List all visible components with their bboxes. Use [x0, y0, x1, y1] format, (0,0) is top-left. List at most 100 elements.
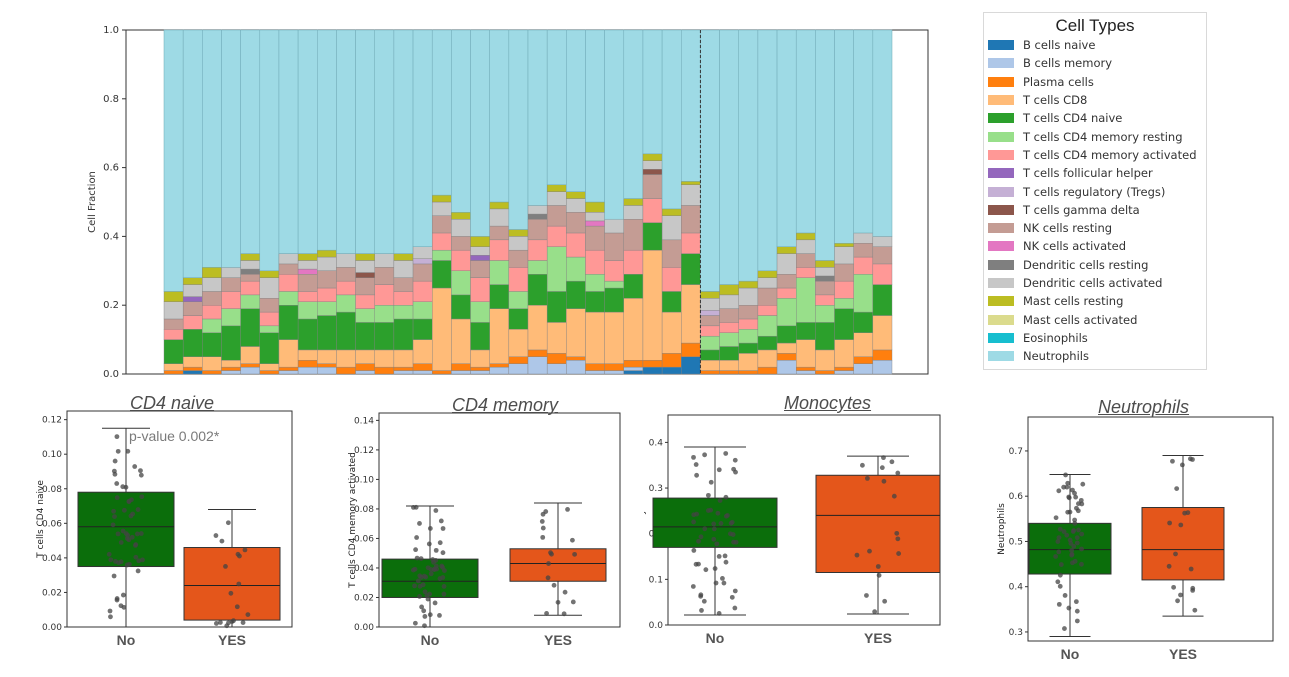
- data-point: [733, 539, 739, 545]
- bar-segment: [336, 267, 356, 282]
- data-point: [1071, 528, 1077, 533]
- bar-segment: [489, 284, 510, 309]
- data-point: [418, 556, 424, 561]
- bar-segment: [566, 360, 586, 375]
- bar-segment: [623, 249, 644, 275]
- bar-segment: [336, 294, 356, 313]
- bar-segment: [834, 308, 854, 340]
- y-tick-label: 0.1: [649, 575, 663, 585]
- data-point: [240, 620, 246, 626]
- bar-segment: [719, 332, 739, 347]
- bar-segment: [374, 267, 395, 285]
- data-point: [1061, 529, 1067, 535]
- bar-segment: [623, 198, 644, 206]
- data-point: [1170, 458, 1175, 464]
- data-point: [421, 608, 427, 614]
- bar-segment: [776, 353, 797, 361]
- data-point: [693, 462, 699, 467]
- bar-segment: [642, 249, 663, 361]
- bar-segment: [546, 353, 567, 364]
- bar-segment: [451, 270, 471, 296]
- bar-segment: [604, 363, 624, 371]
- bar-segment: [527, 205, 548, 215]
- bar-segment: [681, 29, 701, 182]
- data-point: [120, 484, 126, 490]
- bar-segment: [795, 29, 816, 234]
- data-point: [1076, 501, 1081, 507]
- bar-segment: [566, 280, 586, 309]
- bar-segment: [297, 301, 318, 320]
- y-tick-label: 0.3: [1009, 628, 1023, 638]
- bar-segment: [834, 366, 854, 371]
- legend-swatch: [988, 296, 1014, 307]
- data-point: [126, 561, 132, 567]
- bar-segment: [815, 260, 835, 268]
- bar-segment: [642, 160, 663, 170]
- data-point: [125, 448, 131, 454]
- data-point: [441, 591, 447, 597]
- bar-segment: [412, 258, 433, 265]
- legend-swatch: [988, 332, 1014, 343]
- bar-segment: [508, 308, 529, 330]
- legend-item: Dendritic cells activated: [984, 274, 1206, 292]
- legend-swatch: [988, 113, 1014, 124]
- bar-segment: [796, 232, 816, 241]
- data-point: [135, 568, 141, 574]
- legend-swatch: [988, 223, 1014, 234]
- y-tick-label: 1.0: [103, 25, 119, 36]
- data-point: [1064, 532, 1070, 538]
- data-point: [879, 465, 885, 471]
- data-point: [1175, 598, 1180, 604]
- data-point: [711, 521, 717, 527]
- bar-segment: [853, 232, 874, 244]
- legend-label: Eosinophils: [1023, 330, 1088, 345]
- data-point: [548, 550, 553, 556]
- data-point: [721, 580, 727, 586]
- data-point: [718, 521, 724, 526]
- y-tick-label: 0.0: [103, 369, 119, 380]
- legend-item: Eosinophils: [984, 329, 1206, 347]
- bar-segment: [508, 363, 529, 375]
- data-point: [867, 548, 872, 554]
- y-tick-label: 0.02: [354, 593, 374, 603]
- bar-segment: [776, 253, 797, 275]
- x-category-label: No: [117, 632, 136, 648]
- bar-segment: [872, 246, 893, 265]
- data-point: [882, 598, 888, 604]
- bar-segment: [451, 249, 471, 272]
- bar-segment: [470, 277, 490, 302]
- data-point: [134, 531, 140, 537]
- data-point: [545, 575, 551, 581]
- data-point: [138, 472, 144, 478]
- data-point: [437, 576, 443, 581]
- data-point: [427, 526, 433, 531]
- data-point: [565, 507, 570, 512]
- data-point: [881, 455, 886, 461]
- boxplot-title: Neutrophils: [1098, 397, 1190, 417]
- data-point: [1079, 546, 1084, 552]
- data-point: [713, 580, 719, 586]
- bar-segment: [355, 363, 375, 371]
- bar-segment: [776, 29, 797, 247]
- y-axis-label: Neutrophils: [997, 503, 1007, 555]
- legend-swatch: [988, 314, 1014, 325]
- data-point: [425, 596, 431, 602]
- bar-segment: [757, 335, 778, 351]
- bar-segment: [834, 298, 854, 309]
- chart-legend: Cell Types B cells naive B cells memory Pl…: [983, 12, 1207, 370]
- y-tick-label: 0.5: [1009, 537, 1023, 547]
- bar-segment: [776, 246, 797, 254]
- bar-segment: [182, 301, 203, 316]
- data-point: [414, 535, 420, 540]
- bar-segment: [317, 315, 337, 351]
- legend-label: Mast cells activated: [1023, 312, 1138, 327]
- data-point: [115, 448, 121, 454]
- data-point: [691, 519, 697, 525]
- bar-segment: [432, 232, 452, 251]
- bar-segment: [642, 153, 663, 161]
- data-point: [113, 559, 118, 564]
- data-point: [1178, 592, 1183, 598]
- bar-segment: [681, 184, 701, 206]
- bar-segment: [297, 274, 318, 292]
- bar-segment: [546, 191, 567, 206]
